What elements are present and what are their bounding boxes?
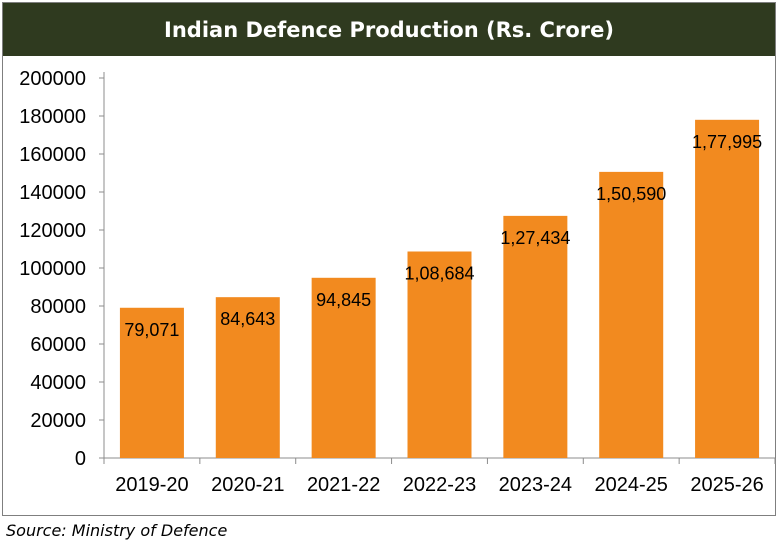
data-label: 79,071 xyxy=(124,320,179,340)
chart-title-bar: Indian Defence Production (Rs. Crore) xyxy=(3,3,775,56)
y-tick-label: 80000 xyxy=(30,296,86,318)
data-label: 1,08,684 xyxy=(404,264,474,284)
y-tick-label: 160000 xyxy=(19,144,86,166)
chart-title: Indian Defence Production (Rs. Crore) xyxy=(164,17,614,42)
data-label: 84,643 xyxy=(220,309,275,329)
y-tick-label: 180000 xyxy=(19,106,86,128)
source-note: Source: Ministry of Defence xyxy=(6,521,228,540)
bar xyxy=(311,277,376,458)
data-label: 1,77,995 xyxy=(692,132,762,152)
bar xyxy=(503,215,568,458)
bar xyxy=(695,119,760,458)
x-tick-label: 2024-25 xyxy=(595,474,668,496)
x-tick-label: 2025-26 xyxy=(690,474,763,496)
data-label: 1,50,590 xyxy=(596,184,666,204)
y-tick-label: 40000 xyxy=(30,372,86,394)
y-tick-label: 0 xyxy=(75,448,86,470)
x-tick-label: 2022-23 xyxy=(403,474,476,496)
bar xyxy=(407,251,472,458)
y-tick-label: 20000 xyxy=(30,410,86,432)
x-tick-label: 2021-22 xyxy=(307,474,380,496)
bar xyxy=(599,171,664,458)
x-tick-label: 2023-24 xyxy=(499,474,572,496)
x-tick-label: 2019-20 xyxy=(115,474,188,496)
y-tick-label: 100000 xyxy=(19,258,86,280)
y-tick-label: 200000 xyxy=(19,68,86,90)
bar xyxy=(119,307,184,458)
y-tick-label: 120000 xyxy=(19,220,86,242)
x-tick-label: 2020-21 xyxy=(211,474,284,496)
data-label: 1,27,434 xyxy=(500,228,570,248)
y-tick-label: 60000 xyxy=(30,334,86,356)
y-tick-label: 140000 xyxy=(19,182,86,204)
bar xyxy=(215,297,280,458)
data-label: 94,845 xyxy=(316,290,371,310)
